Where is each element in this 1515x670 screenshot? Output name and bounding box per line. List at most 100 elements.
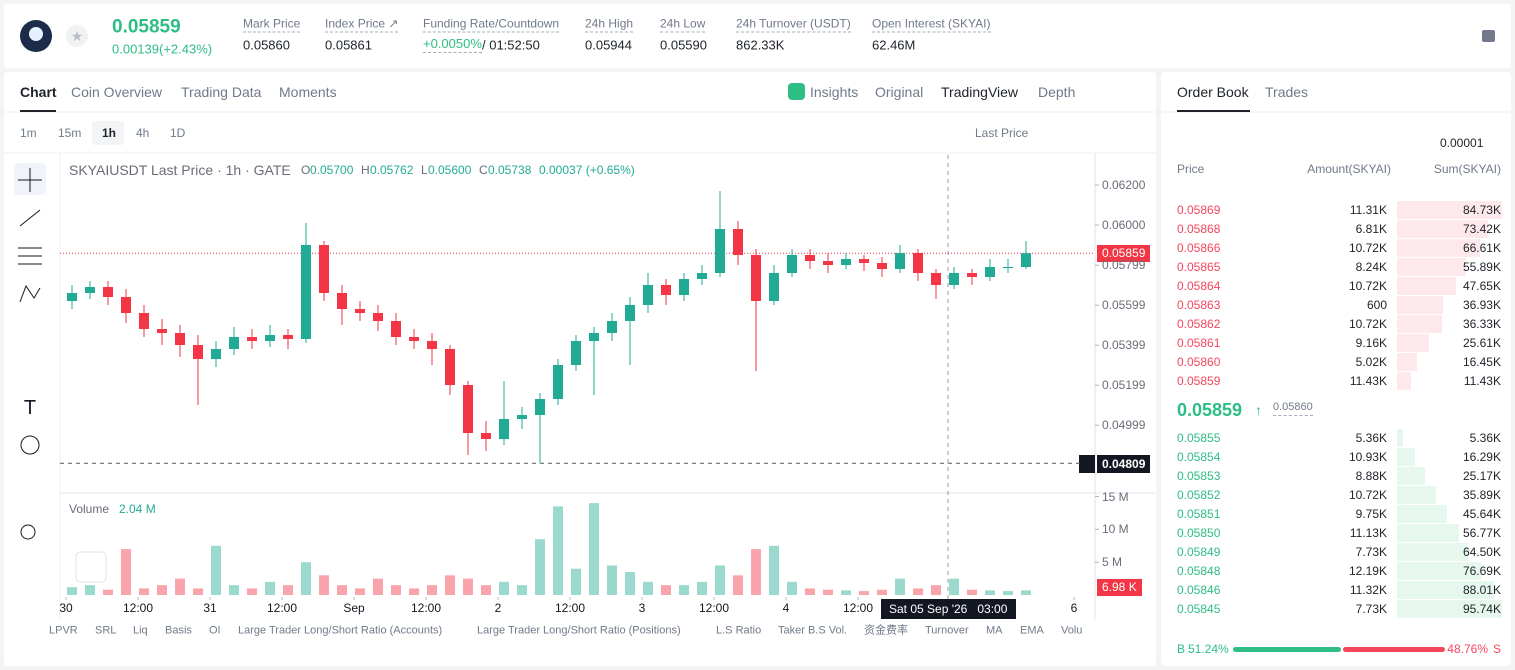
ob-col: Price xyxy=(1177,162,1205,176)
volume-bar xyxy=(427,585,437,595)
crosshair-time: Sat 05 Sep '26 03:00 xyxy=(889,602,1008,616)
depth-bar xyxy=(1397,600,1502,618)
volume-bar xyxy=(463,578,473,595)
indicator[interactable]: MA xyxy=(986,624,1003,637)
candle-body xyxy=(679,279,689,295)
tool-emoji[interactable] xyxy=(20,435,40,455)
indicator[interactable]: Volu xyxy=(1061,624,1083,637)
stat-label: 24h Turnover (USDT) xyxy=(736,16,851,33)
ob-col: Sum(SKYAI) xyxy=(1433,162,1501,176)
candle-body xyxy=(373,313,383,321)
candle-body xyxy=(859,259,869,263)
view-tab[interactable]: TradingView xyxy=(941,84,1019,100)
volume-bar xyxy=(751,549,761,595)
indicator[interactable]: OI xyxy=(209,624,221,637)
ob-amount: 11.43K xyxy=(1349,374,1387,388)
tab[interactable]: Moments xyxy=(279,84,337,100)
volume-bar xyxy=(247,588,257,595)
volume-bar xyxy=(337,585,347,595)
candle-body xyxy=(589,333,599,341)
volume-value: 2.04 M xyxy=(119,502,156,516)
ob-amount: 6.81K xyxy=(1355,222,1387,236)
ob-sum: 84.73K xyxy=(1462,203,1501,217)
tab[interactable]: Coin Overview xyxy=(71,84,163,100)
ob-sum: 11.43K xyxy=(1463,374,1501,388)
ob-mid-arrow: ↑ xyxy=(1255,402,1262,418)
x-tick-label: 12:00 xyxy=(698,601,730,615)
depth-bar xyxy=(1397,315,1443,333)
indicator[interactable]: L.S Ratio xyxy=(716,624,762,637)
indicator[interactable]: 资金费率 xyxy=(864,624,908,637)
ob-price: 0.05854 xyxy=(1177,450,1221,464)
ob-amount: 10.72K xyxy=(1348,488,1387,502)
candle-body xyxy=(535,399,545,415)
candle-body xyxy=(715,229,725,273)
tool-pattern[interactable] xyxy=(19,284,41,303)
candle-body xyxy=(553,365,563,399)
view-tab[interactable]: Insights xyxy=(810,84,859,100)
ob-sum: 73.42K xyxy=(1462,222,1501,236)
volume-bar xyxy=(769,545,779,595)
volume-bar xyxy=(643,581,653,595)
depth-bar xyxy=(1397,429,1403,447)
interval[interactable]: 1h xyxy=(102,126,117,140)
ob-amount: 7.73K xyxy=(1355,602,1387,616)
crosshair-price-label: 0.04809 xyxy=(1102,457,1146,471)
indicator[interactable]: Liq xyxy=(133,624,148,637)
ob-tab[interactable]: Order Book xyxy=(1177,84,1249,100)
indicator[interactable]: Large Trader Long/Short Ratio (Accounts) xyxy=(238,624,443,637)
candle-body xyxy=(643,285,653,305)
settings-icon[interactable] xyxy=(1482,30,1495,42)
indicator[interactable]: Large Trader Long/Short Ratio (Positions… xyxy=(477,624,681,637)
price-type[interactable]: Last Price xyxy=(975,126,1029,140)
depth-bar xyxy=(1397,239,1480,257)
stat-label: Mark Price xyxy=(243,16,301,33)
tool-text[interactable]: T xyxy=(24,397,36,419)
interval[interactable]: 4h xyxy=(136,126,150,140)
candle-body xyxy=(427,341,437,349)
candle-body xyxy=(67,293,77,301)
legend-key: C xyxy=(479,163,488,177)
stat-value: 862.33K xyxy=(736,37,785,53)
x-tick-label: 6 xyxy=(1070,601,1078,615)
indicator[interactable]: EMA xyxy=(1020,624,1044,637)
view-tab[interactable]: Original xyxy=(875,84,924,100)
interval[interactable]: 1D xyxy=(170,126,186,140)
buy-ratio-bar xyxy=(1233,647,1341,652)
ob-tab[interactable]: Trades xyxy=(1265,84,1309,100)
ob-amount: 8.24K xyxy=(1355,260,1387,274)
depth-bar xyxy=(1397,258,1467,276)
tool-zoom[interactable] xyxy=(20,524,36,540)
x-tick-label: 12:00 xyxy=(410,601,442,615)
interval[interactable]: 15m xyxy=(58,126,82,140)
candle-body xyxy=(481,433,491,439)
x-tick-label: 12:00 xyxy=(842,601,874,615)
interval[interactable]: 1m xyxy=(20,126,37,140)
x-tick-label: 4 xyxy=(782,601,790,615)
favorite-star[interactable] xyxy=(66,25,88,47)
crosshair-plus[interactable] xyxy=(1079,455,1095,473)
ob-price: 0.05850 xyxy=(1177,526,1221,540)
candle-body xyxy=(355,309,365,313)
depth-bar xyxy=(1397,201,1502,219)
ob-amount: 600 xyxy=(1366,298,1387,312)
indicator[interactable]: Basis xyxy=(165,624,192,637)
indicator[interactable]: Turnover xyxy=(925,624,969,637)
indicator[interactable]: SRL xyxy=(95,624,117,637)
candle-body xyxy=(85,287,95,293)
volume-tick-label: 5 M xyxy=(1102,555,1123,570)
coin-logo-eye xyxy=(29,27,43,41)
tab[interactable]: Chart xyxy=(20,84,57,100)
tool-fib[interactable] xyxy=(18,247,42,265)
ob-sum: 47.65K xyxy=(1462,279,1501,293)
x-tick-label: 3 xyxy=(638,601,646,615)
depth-bar xyxy=(1397,372,1412,390)
tv-logo xyxy=(75,551,107,583)
view-tab[interactable]: Depth xyxy=(1038,84,1076,100)
tab[interactable]: Trading Data xyxy=(181,84,262,100)
indicator[interactable]: Taker B.S Vol. xyxy=(778,624,848,637)
indicator[interactable]: LPVR xyxy=(49,624,78,637)
tool-line[interactable] xyxy=(19,209,41,227)
ob-precision[interactable]: 0.00001 xyxy=(1440,136,1484,150)
ob-price: 0.05846 xyxy=(1177,583,1221,597)
